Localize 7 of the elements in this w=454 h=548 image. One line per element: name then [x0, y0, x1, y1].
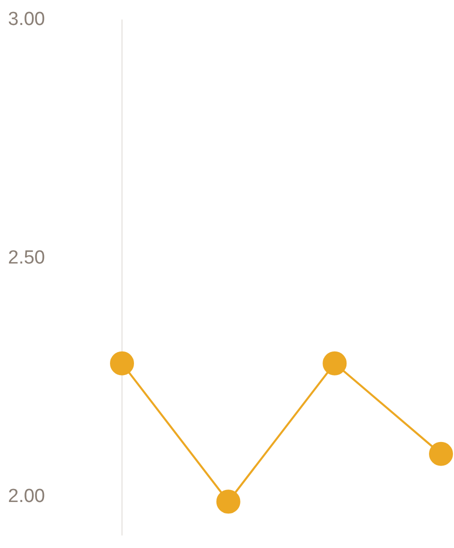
y-tick-label: 2.50	[8, 248, 45, 269]
point	[216, 490, 240, 514]
point	[429, 442, 453, 466]
y-tick-label: 2.00	[8, 486, 45, 508]
point	[322, 351, 347, 376]
point	[110, 351, 134, 376]
y-tick-label: 3.00	[8, 9, 45, 30]
